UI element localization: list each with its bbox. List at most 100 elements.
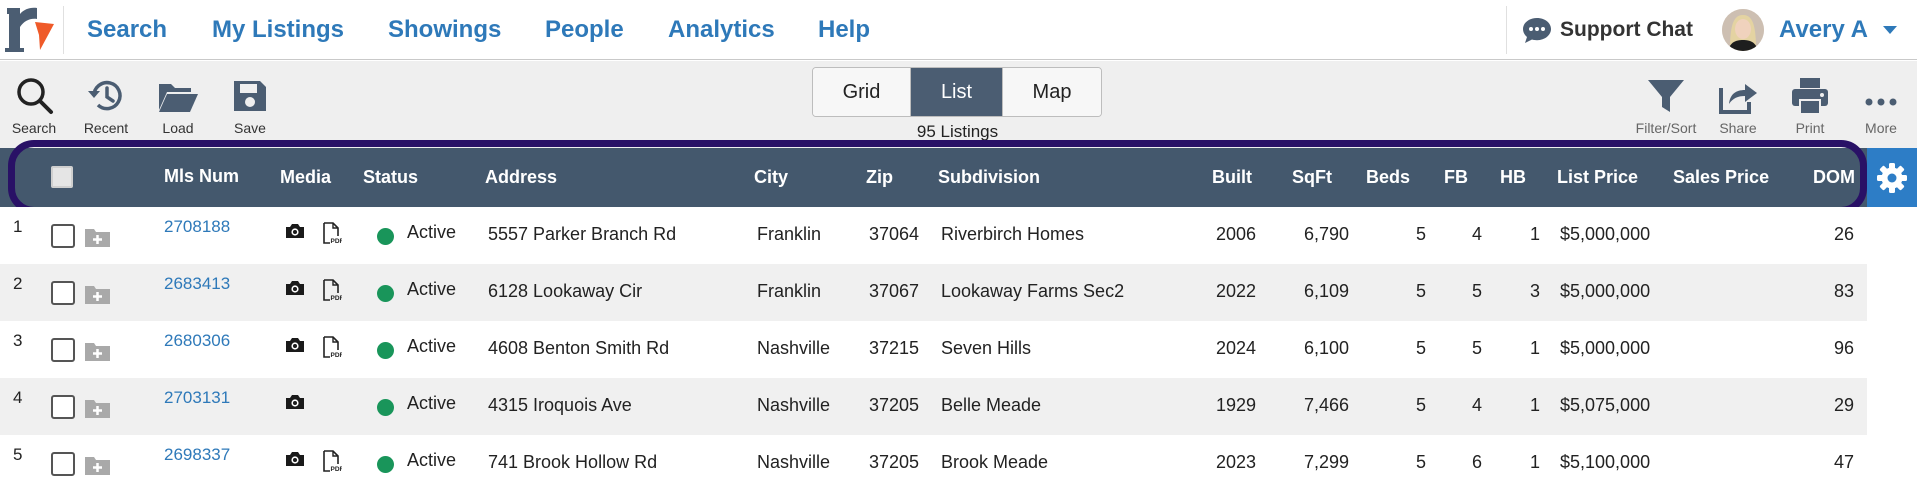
row-checkbox[interactable] <box>51 281 75 305</box>
column-header-sales-price[interactable]: Sales Price <box>1673 167 1770 187</box>
column-header-sqft[interactable]: SqFt <box>1292 167 1332 187</box>
add-to-folder-icon[interactable] <box>84 226 111 248</box>
floppy-disk-icon <box>234 81 266 111</box>
address-cell: 4608 Benton Smith Rd <box>488 338 670 358</box>
dom-cell: 96 <box>1833 338 1854 358</box>
full-bath-cell: 4 <box>1471 224 1482 244</box>
full-bath-cell: 5 <box>1471 281 1482 301</box>
camera-icon[interactable] <box>285 222 305 240</box>
column-header-dom[interactable]: DOM <box>1813 167 1855 187</box>
list-price-cell: $5,000,000 <box>1560 281 1651 301</box>
column-header-fb[interactable]: FB <box>1444 167 1468 187</box>
nav-divider <box>1506 6 1507 54</box>
nav-link-analytics[interactable]: Analytics <box>668 16 775 43</box>
table-row[interactable]: 5 2698337 PDF Active 741 Brook Hollow Rd… <box>0 435 1867 492</box>
row-checkbox[interactable] <box>51 224 75 248</box>
status-label: Active <box>407 393 457 413</box>
subdivision-cell: Belle Meade <box>941 395 1042 415</box>
brand-logo[interactable] <box>4 4 56 54</box>
full-bath-cell: 5 <box>1471 338 1482 358</box>
share-tool-button[interactable]: Share <box>1703 76 1773 136</box>
camera-icon[interactable] <box>285 393 305 411</box>
subdivision-cell: Lookaway Farms Sec2 <box>941 281 1125 301</box>
ellipsis-icon <box>1865 98 1897 106</box>
gear-icon <box>1877 162 1907 193</box>
built-cell: 2022 <box>1215 281 1256 301</box>
column-header-status[interactable]: Status <box>363 167 419 187</box>
mls-number-link[interactable]: 2703131 <box>164 388 231 407</box>
address-cell: 4315 Iroquois Ave <box>488 395 632 415</box>
table-row[interactable]: 4 2703131 Active 4315 Iroquois Ave Nashv… <box>0 378 1867 435</box>
nav-link-help[interactable]: Help <box>818 16 871 43</box>
column-header-zip[interactable]: Zip <box>866 167 893 187</box>
magnifier-icon <box>17 78 53 114</box>
tab-list-view[interactable]: List <box>911 68 1003 116</box>
built-cell: 2023 <box>1215 452 1256 472</box>
camera-icon[interactable] <box>285 450 305 468</box>
camera-icon[interactable] <box>285 279 305 297</box>
status-indicator-dot <box>377 342 394 359</box>
save-tool-button[interactable]: Save <box>215 76 285 136</box>
column-header-list-price[interactable]: List Price <box>1557 167 1639 187</box>
table-row[interactable]: 3 2680306 PDF Active 4608 Benton Smith R… <box>0 321 1867 378</box>
zip-cell: 37215 <box>869 338 920 358</box>
search-tool-button[interactable]: Search <box>0 76 69 136</box>
full-bath-cell: 4 <box>1471 395 1482 415</box>
sqft-cell: 6,790 <box>1303 224 1349 244</box>
pdf-document-icon[interactable]: PDF <box>322 279 342 301</box>
user-menu[interactable]: Avery A <box>1779 16 1898 44</box>
recent-tool-button[interactable]: Recent <box>71 76 141 136</box>
camera-icon[interactable] <box>285 336 305 354</box>
support-chat-button[interactable]: Support Chat <box>1522 16 1693 44</box>
column-header-city[interactable]: City <box>754 167 789 187</box>
select-all-checkbox[interactable] <box>51 166 73 188</box>
row-checkbox[interactable] <box>51 395 75 419</box>
nav-link-showings[interactable]: Showings <box>388 16 502 43</box>
add-to-folder-icon[interactable] <box>84 454 111 476</box>
filter-sort-tool-button[interactable]: Filter/Sort <box>1631 76 1701 136</box>
add-to-folder-icon[interactable] <box>84 397 111 419</box>
mls-number-link[interactable]: 2680306 <box>164 331 231 350</box>
column-header-mls-num[interactable]: Mls Num <box>164 166 240 186</box>
add-to-folder-icon[interactable] <box>84 283 111 305</box>
row-checkbox[interactable] <box>51 452 75 476</box>
listing-count: 95 Listings <box>916 122 999 141</box>
table-row[interactable]: 2 2683413 PDF Active 6128 Lookaway Cir F… <box>0 264 1867 321</box>
column-header-built[interactable]: Built <box>1212 167 1252 187</box>
tab-grid-view[interactable]: Grid <box>813 68 911 116</box>
nav-link-people[interactable]: People <box>545 16 624 43</box>
row-number: 5 <box>13 445 23 464</box>
zip-cell: 37205 <box>869 452 920 472</box>
subdivision-cell: Seven Hills <box>941 338 1032 358</box>
nav-link-my-listings[interactable]: My Listings <box>212 16 345 43</box>
history-icon <box>88 80 122 111</box>
pdf-document-icon[interactable]: PDF <box>322 450 342 472</box>
svg-text:PDF: PDF <box>331 466 343 472</box>
load-tool-button[interactable]: Load <box>143 76 213 136</box>
table-row[interactable]: 1 2708188 PDF Active 5557 Parker Branch … <box>0 207 1867 264</box>
avatar[interactable] <box>1722 9 1764 51</box>
column-header-subdivision[interactable]: Subdivision <box>938 167 1041 187</box>
column-header-beds[interactable]: Beds <box>1366 167 1411 187</box>
row-checkbox[interactable] <box>51 338 75 362</box>
print-tool-button[interactable]: Print <box>1775 76 1845 136</box>
column-settings-button[interactable] <box>1867 148 1917 207</box>
half-bath-cell: 3 <box>1529 281 1540 301</box>
column-header-address[interactable]: Address <box>485 167 558 187</box>
nav-link-search[interactable]: Search <box>87 16 168 43</box>
pdf-document-icon[interactable]: PDF <box>322 336 342 358</box>
mls-number-link[interactable]: 2683413 <box>164 274 231 293</box>
more-tool-button[interactable]: More <box>1846 76 1916 136</box>
pdf-document-icon[interactable]: PDF <box>322 222 342 244</box>
column-header-hb[interactable]: HB <box>1500 167 1526 187</box>
tab-map-view[interactable]: Map <box>1003 68 1101 116</box>
address-cell: 741 Brook Hollow Rd <box>488 452 658 472</box>
add-to-folder-icon[interactable] <box>84 340 111 362</box>
built-cell: 2024 <box>1215 338 1256 358</box>
column-header-media[interactable]: Media <box>280 167 332 187</box>
mls-number-link[interactable]: 2698337 <box>164 445 231 464</box>
address-cell: 6128 Lookaway Cir <box>488 281 643 301</box>
user-name: Avery A <box>1779 16 1868 43</box>
sqft-cell: 7,466 <box>1303 395 1349 415</box>
mls-number-link[interactable]: 2708188 <box>164 217 231 236</box>
